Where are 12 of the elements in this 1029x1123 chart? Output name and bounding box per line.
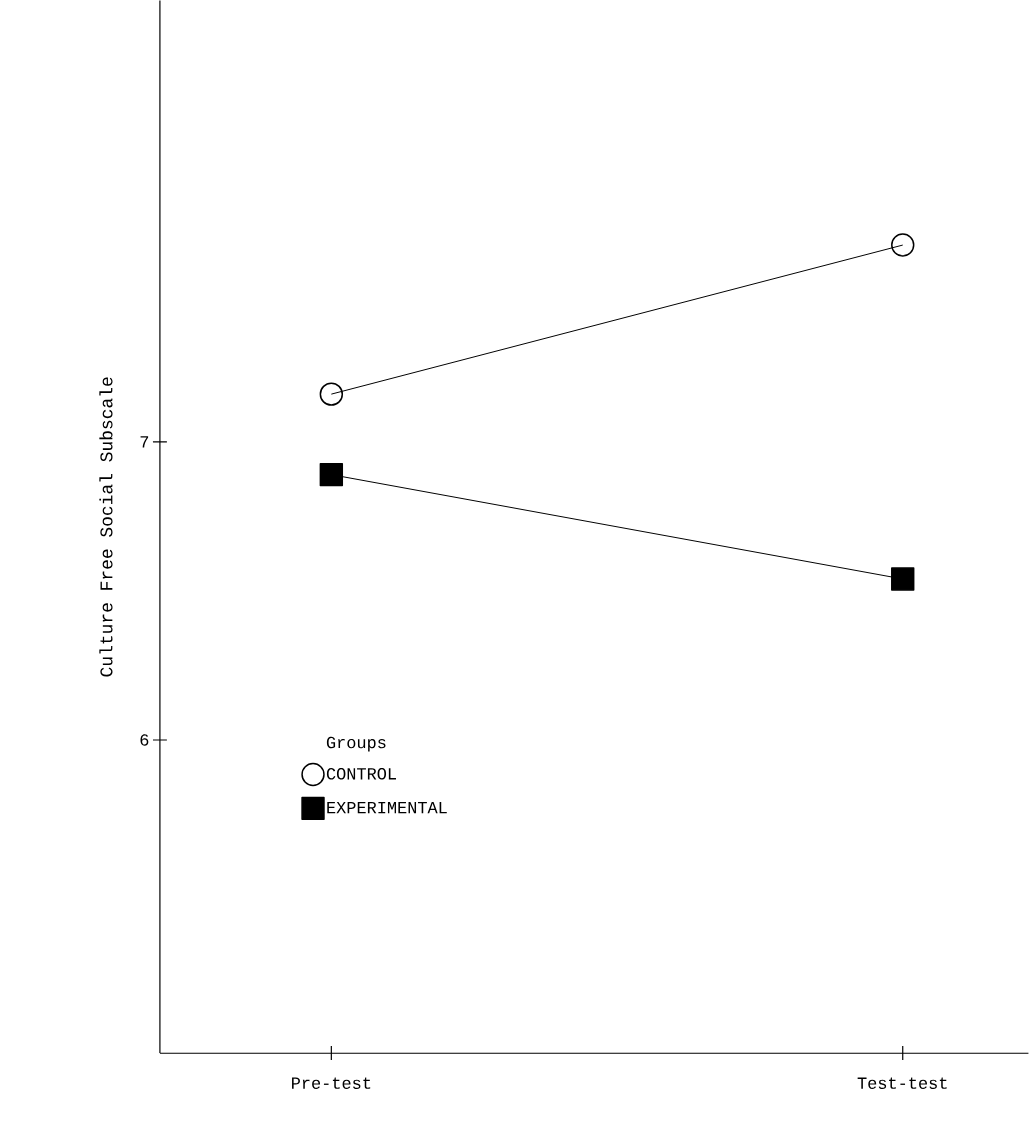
point bbox=[319, 462, 344, 487]
legend-label: CONTROL bbox=[326, 768, 396, 780]
y-tick-label: 7 bbox=[140, 436, 149, 448]
point bbox=[891, 567, 915, 591]
legend-label: EXPERIMENTAL bbox=[327, 802, 447, 814]
y-axis-title: Culture Free Social Subscale bbox=[99, 377, 113, 677]
x-tick-label: Test-test bbox=[857, 1077, 947, 1089]
y-tick-label: 6 bbox=[140, 734, 149, 746]
point bbox=[891, 233, 915, 257]
x-tick-label: Pre-test bbox=[292, 1077, 371, 1089]
legend-title: Groups bbox=[326, 736, 386, 752]
point bbox=[319, 382, 344, 406]
